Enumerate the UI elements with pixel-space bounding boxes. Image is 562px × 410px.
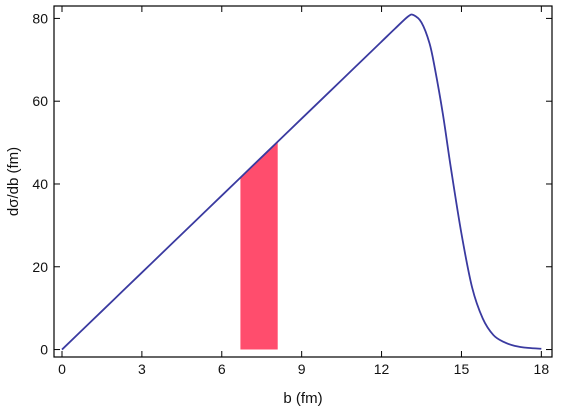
tick-layer: 0 3 6 9 12 15 18 0 20 40 60 80 — [32, 6, 552, 377]
y-tick-label: 60 — [32, 93, 48, 109]
x-tick-label: 18 — [534, 361, 550, 377]
y-tick-label: 40 — [32, 176, 48, 192]
y-tick-label: 80 — [32, 10, 48, 26]
shaded-band — [240, 141, 278, 350]
x-tick-label: 6 — [218, 361, 226, 377]
y-tick-label: 20 — [32, 259, 48, 275]
series-layer — [61, 13, 542, 351]
shaded-band-layer — [240, 141, 278, 350]
x-axis-title: b (fm) — [283, 390, 322, 407]
series-line — [61, 13, 542, 351]
plot-frame — [53, 5, 553, 358]
x-tick-label: 12 — [374, 361, 390, 377]
x-tick-label: 3 — [138, 361, 146, 377]
y-tick-label: 0 — [40, 342, 48, 358]
x-tick-label: 9 — [298, 361, 306, 377]
x-tick-label: 0 — [58, 361, 66, 377]
y-axis-title: dσ/db (fm) — [5, 147, 22, 216]
x-tick-label: 15 — [454, 361, 470, 377]
